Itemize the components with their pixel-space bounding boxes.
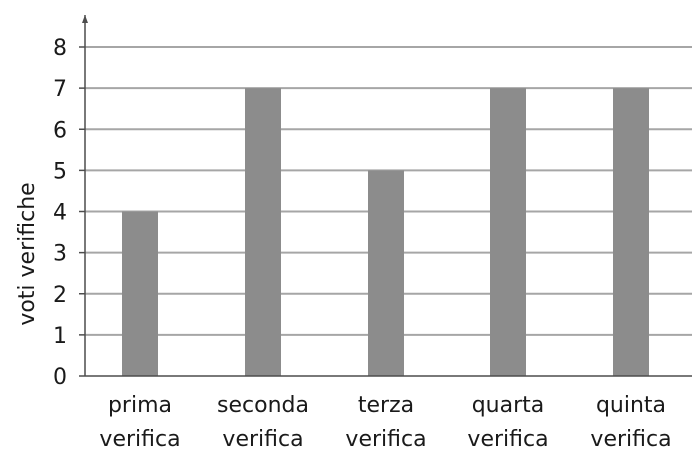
x-tick-label: verifica xyxy=(222,427,303,450)
y-tick-label: 5 xyxy=(53,159,67,184)
y-tick-label: 6 xyxy=(53,118,67,143)
axis-layer xyxy=(79,15,692,377)
x-tick-label: verifica xyxy=(99,427,180,450)
x-tick-label: verifica xyxy=(345,427,426,450)
y-axis-arrow xyxy=(82,15,88,23)
bar xyxy=(368,170,404,376)
y-tick-label: 2 xyxy=(53,283,67,308)
x-tick-label: seconda xyxy=(217,393,309,418)
x-tick-label: verifica xyxy=(467,427,548,450)
x-tick-label: prima xyxy=(108,393,172,418)
bar-layer xyxy=(122,88,649,376)
y-tick-label: 7 xyxy=(53,77,67,102)
y-tick-label: 8 xyxy=(53,36,67,61)
x-tick-label: quinta xyxy=(596,393,666,418)
y-tick-label: 3 xyxy=(53,242,67,267)
y-tick-label: 1 xyxy=(53,324,67,349)
bar xyxy=(613,88,649,376)
x-tick-label: verifica xyxy=(590,427,671,450)
y-axis-label: voti verifiche xyxy=(15,182,40,325)
y-tick-label: 0 xyxy=(53,365,67,390)
bar xyxy=(490,88,526,376)
bar xyxy=(245,88,281,376)
bar xyxy=(122,211,158,376)
x-tick-label: terza xyxy=(358,393,414,418)
y-tick-label: 4 xyxy=(53,201,67,226)
x-tick-label: quarta xyxy=(472,393,545,418)
label-layer: 0 1 2 3 4 5 6 7 8 prima verifica seconda verifica ter… xyxy=(53,36,672,450)
